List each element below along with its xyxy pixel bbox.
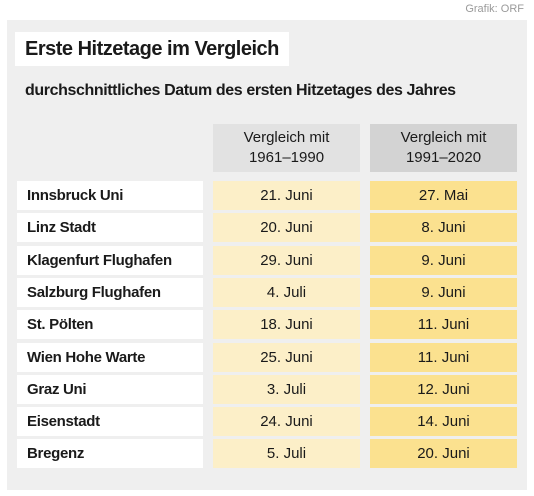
date-cell: 20. Juni — [370, 439, 517, 469]
header-line: 1961–1990 — [248, 149, 325, 166]
title: Erste Hitzetage im Vergleich — [15, 32, 289, 66]
date-cell: 8. Juni — [370, 213, 517, 243]
date-cell: 12. Juni — [370, 374, 517, 404]
column-header: Vergleich mit 1961–1990 — [213, 124, 360, 172]
date-cell: 3. Juli — [213, 374, 360, 404]
station-name: Innsbruck Uni — [17, 181, 203, 210]
station-name: Eisenstadt — [17, 407, 203, 437]
date-cell: 14. Juni — [370, 407, 517, 437]
date-cell: 25. Juni — [213, 342, 360, 372]
date-cell: 29. Juni — [213, 245, 360, 275]
header-line: Vergleich mit — [400, 129, 487, 146]
column-header: Vergleich mit 1991–2020 — [370, 124, 517, 172]
station-name: Salzburg Flughafen — [17, 277, 203, 307]
header-line: Vergleich mit — [243, 129, 330, 146]
station-name: Klagenfurt Flughafen — [17, 245, 203, 275]
station-name: St. Pölten — [17, 310, 203, 340]
date-cell: 11. Juni — [370, 342, 517, 372]
date-cell: 18. Juni — [213, 310, 360, 340]
header-line: 1991–2020 — [405, 149, 482, 166]
date-cell: 9. Juni — [370, 277, 517, 307]
credit: Grafik: ORF — [465, 3, 524, 15]
date-cell: 5. Juli — [213, 439, 360, 469]
date-cell: 24. Juni — [213, 407, 360, 437]
station-name: Wien Hohe Warte — [17, 342, 203, 372]
date-cell: 21. Juni — [213, 181, 360, 210]
subtitle: durchschnittliches Datum des ersten Hitz… — [25, 82, 456, 99]
station-name: Linz Stadt — [17, 213, 203, 243]
date-cell: 9. Juni — [370, 245, 517, 275]
date-cell: 11. Juni — [370, 310, 517, 340]
station-name: Graz Uni — [17, 374, 203, 404]
date-cell: 4. Juli — [213, 277, 360, 307]
date-cell: 27. Mai — [370, 181, 517, 210]
date-cell: 20. Juni — [213, 213, 360, 243]
station-name: Bregenz — [17, 439, 203, 469]
